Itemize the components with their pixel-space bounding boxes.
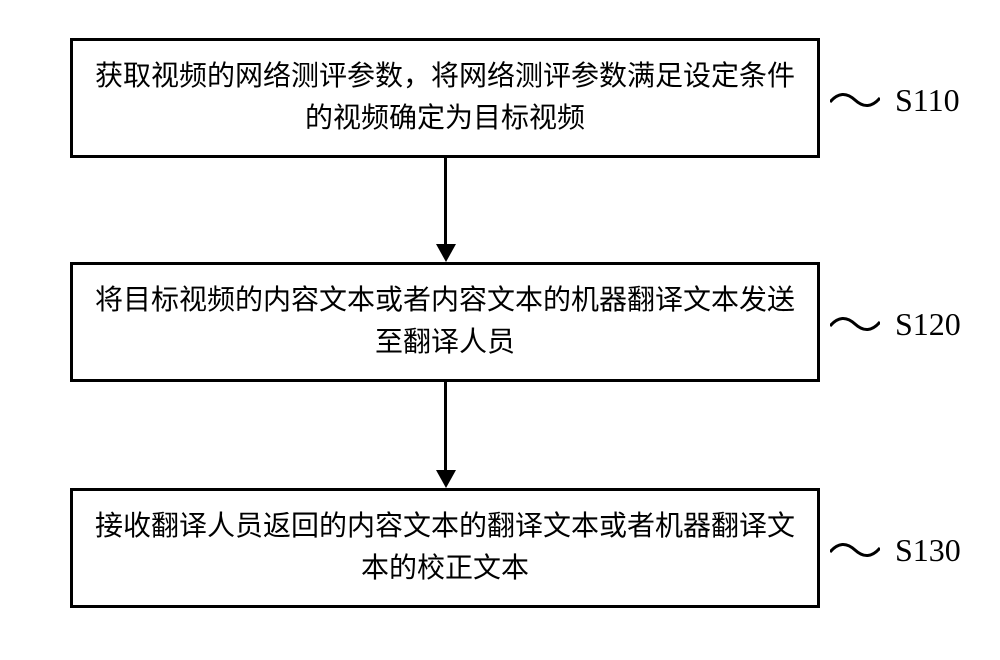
arrow-1-line: [444, 158, 447, 244]
arrow-2-line: [444, 382, 447, 470]
step-label-2: S120: [895, 306, 961, 343]
step-label-1: S110: [895, 82, 960, 119]
flow-box-3-text: 接收翻译人员返回的内容文本的翻译文本或者机器翻译文本的校正文本: [93, 506, 797, 590]
connector-tilde-3: [830, 540, 880, 560]
connector-tilde-2: [830, 314, 880, 334]
flow-box-1: 获取视频的网络测评参数，将网络测评参数满足设定条件的视频确定为目标视频: [70, 38, 820, 158]
arrow-1-head: [436, 244, 456, 262]
flow-box-3: 接收翻译人员返回的内容文本的翻译文本或者机器翻译文本的校正文本: [70, 488, 820, 608]
flowchart-canvas: 获取视频的网络测评参数，将网络测评参数满足设定条件的视频确定为目标视频 S110…: [0, 0, 1000, 660]
flow-box-1-text: 获取视频的网络测评参数，将网络测评参数满足设定条件的视频确定为目标视频: [93, 56, 797, 140]
connector-tilde-1: [830, 90, 880, 110]
arrow-2-head: [436, 470, 456, 488]
step-label-3: S130: [895, 532, 961, 569]
flow-box-2: 将目标视频的内容文本或者内容文本的机器翻译文本发送至翻译人员: [70, 262, 820, 382]
flow-box-2-text: 将目标视频的内容文本或者内容文本的机器翻译文本发送至翻译人员: [93, 280, 797, 364]
